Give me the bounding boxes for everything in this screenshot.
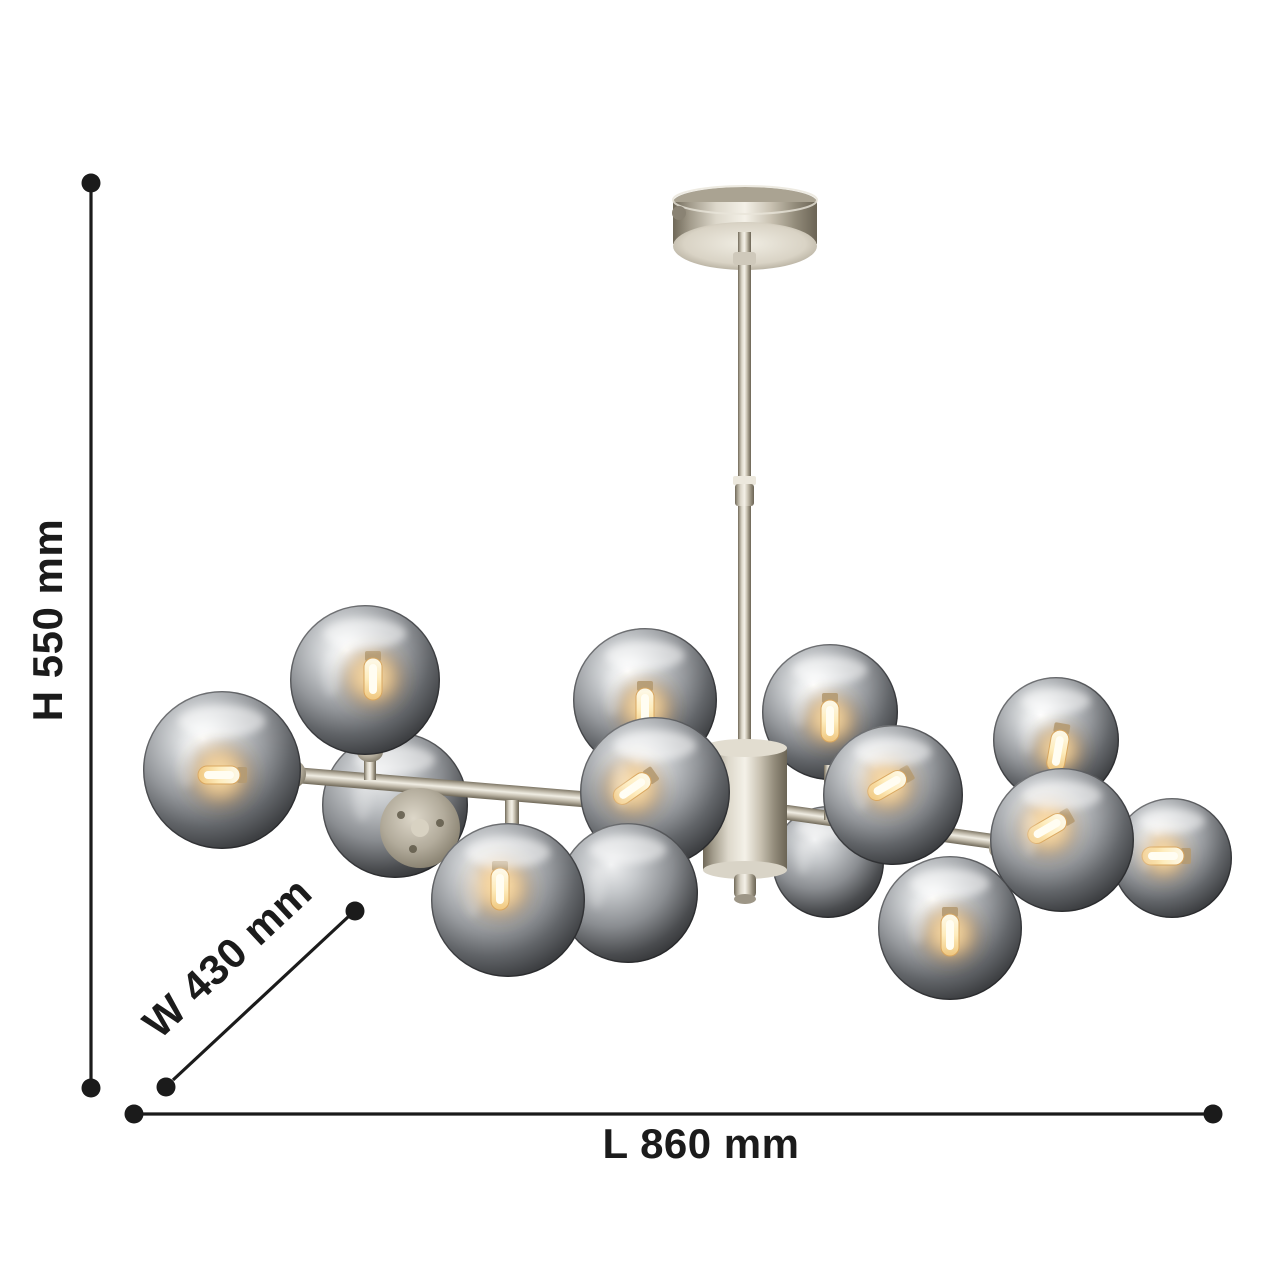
globe-side-reflection <box>796 840 810 875</box>
filament-bulb <box>490 861 510 911</box>
globe-side-reflection <box>612 763 631 809</box>
rod-coupler <box>735 484 754 506</box>
canopy-highlight <box>672 185 818 215</box>
length-dimension-label: L 860 mm <box>603 1120 800 1167</box>
globe-top-highlight <box>178 705 266 737</box>
globe-top-highlight <box>854 737 932 766</box>
hub-bottom-rim <box>703 861 787 879</box>
globe-rim <box>431 823 586 978</box>
ceiling-canopy <box>672 185 818 270</box>
globe-side-reflection <box>176 739 196 788</box>
filament-bulb <box>363 651 383 701</box>
globe-rim <box>823 725 964 866</box>
mount-disc <box>380 788 460 868</box>
globe-top-highlight <box>465 836 551 868</box>
width-dimension: W 430 mm <box>134 868 365 1097</box>
width-dimension-label: W 430 mm <box>134 868 321 1047</box>
globe-side-reflection <box>908 900 927 944</box>
filament-bulb <box>867 765 915 801</box>
glass-globe-lit <box>878 856 1023 1001</box>
hanging-rod <box>733 232 756 752</box>
hub-finial-cap <box>734 894 756 904</box>
globe-rim <box>142 691 302 850</box>
globes-front-layer <box>142 605 1232 1001</box>
glass-globe-lit <box>431 823 586 978</box>
globe-top-highlight <box>323 618 407 649</box>
height-dimension-label: H 550 mm <box>24 519 71 721</box>
globe-side-reflection <box>588 866 605 909</box>
globe-rim <box>990 768 1135 913</box>
glass-globe-lit <box>990 768 1135 913</box>
glass-globe-lit <box>290 605 441 756</box>
filament-bulb <box>197 765 247 785</box>
globe-rim <box>290 605 441 756</box>
glass-globe-lit <box>1111 798 1232 919</box>
globe-top-highlight <box>589 835 667 864</box>
globe-side-reflection <box>1020 716 1036 754</box>
dimension-endpoint-dot <box>81 1078 101 1098</box>
globe-top-highlight <box>605 640 685 670</box>
dimension-endpoint-dot <box>156 1077 176 1097</box>
globe-top-highlight <box>1022 780 1102 810</box>
globe-side-reflection <box>1137 835 1153 872</box>
globe-side-reflection <box>791 686 808 727</box>
globe-side-reflection <box>322 651 341 697</box>
canopy-screw <box>672 206 686 220</box>
length-dimension: L 860 mm <box>124 1104 1223 1167</box>
glass-globe-lit <box>993 677 1120 804</box>
glass-globe-smoked <box>558 823 699 964</box>
hub-top <box>703 739 787 757</box>
globe-side-reflection <box>1020 812 1039 856</box>
rod-coupler-ring <box>733 476 756 485</box>
globe-side-reflection <box>464 870 483 917</box>
globe-side-reflection <box>853 768 870 811</box>
width-dimension-line <box>171 915 350 1082</box>
globe-top-highlight <box>1021 688 1091 714</box>
rod-collar <box>733 252 756 265</box>
height-dimension: H 550 mm <box>24 173 101 1098</box>
dimension-endpoint-dot <box>1203 1104 1223 1124</box>
globe-side-reflection <box>603 672 622 716</box>
globe-rim <box>878 856 1023 1001</box>
filament-bulb <box>820 693 840 743</box>
glass-globe-lit <box>823 725 964 866</box>
dimension-endpoint-dot <box>124 1104 144 1124</box>
globe-top-highlight <box>613 730 697 761</box>
hub-finial <box>734 874 756 898</box>
filament-bulb <box>940 907 960 957</box>
dimension-endpoint-dot <box>81 173 101 193</box>
globe-top-highlight <box>792 656 868 684</box>
globe-top-highlight <box>910 868 990 898</box>
globe-top-highlight <box>1139 808 1205 833</box>
dimension-endpoint-dot <box>345 901 365 921</box>
glass-globe-lit <box>142 691 302 850</box>
